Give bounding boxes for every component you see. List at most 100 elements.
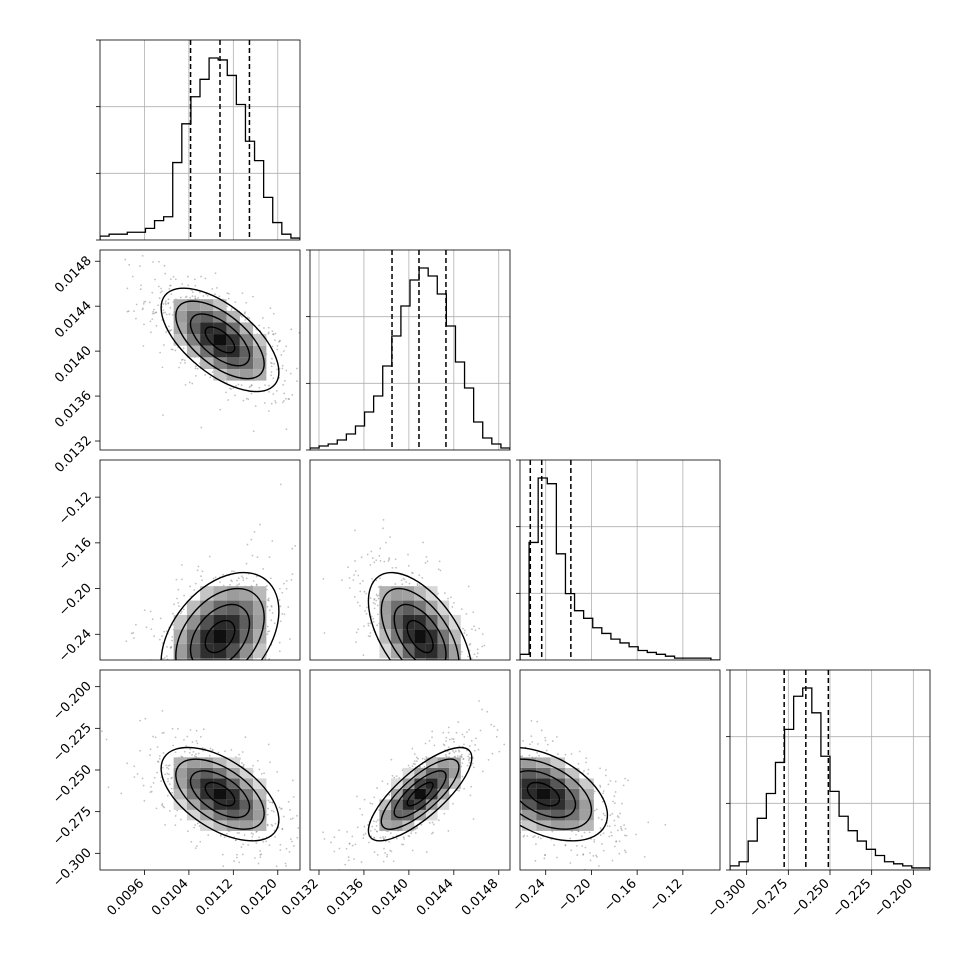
scatter-point: [154, 278, 156, 281]
scatter-point: [486, 778, 488, 780]
scatter-point: [428, 682, 430, 684]
density-cell: [239, 767, 254, 779]
scatter-point: [360, 556, 363, 559]
scatter-point: [428, 739, 431, 742]
contour-line-3: [160, 746, 280, 842]
scatter-point: [271, 362, 273, 365]
scatter-point: [142, 784, 145, 787]
scatter-point: [505, 760, 507, 762]
scatter-point: [612, 800, 614, 803]
scatter-point: [104, 677, 106, 679]
scatter-point: [208, 672, 210, 674]
density-cell: [425, 778, 438, 789]
scatter-point: [486, 778, 488, 780]
scatter-point: [149, 748, 152, 751]
scatter-point: [167, 712, 169, 714]
scatter-point: [195, 753, 197, 756]
scatter-point: [162, 805, 165, 808]
scatter-point: [159, 351, 161, 354]
scatter-point: [287, 606, 290, 608]
contour-line-1: [393, 603, 447, 660]
scatter-point: [291, 840, 293, 843]
scatter-point: [255, 584, 258, 587]
scatter-point: [161, 803, 164, 805]
scatter-point: [191, 741, 194, 743]
scatter-point: [227, 683, 229, 685]
density-cell: [253, 809, 267, 821]
density-cell: [425, 799, 438, 810]
scatter-point: [476, 812, 478, 814]
scatter-point: [101, 764, 103, 766]
scatter-point: [171, 313, 174, 316]
density-cell: [493, 768, 507, 779]
scatter-point: [518, 765, 520, 767]
scatter-point: [486, 791, 488, 793]
scatter-point: [192, 750, 195, 753]
density-cell: [186, 643, 201, 659]
scatter-point: [154, 736, 157, 739]
scatter-point: [362, 833, 365, 836]
scatter-point: [253, 717, 255, 719]
scatter-point: [223, 661, 225, 663]
scatter-point: [281, 401, 284, 404]
hist-step-0: [100, 57, 300, 240]
scatter-point: [268, 384, 270, 387]
scatter-point: [207, 679, 209, 681]
scatter-point: [291, 817, 294, 820]
scatter-point: [462, 679, 464, 681]
scatter-point: [361, 580, 364, 582]
scatter-point: [420, 823, 423, 826]
scatter-point: [481, 770, 484, 773]
scatter-point: [384, 851, 387, 854]
scatter-point: [518, 713, 520, 715]
density-cell: [239, 345, 254, 358]
scatter-point: [276, 345, 279, 347]
scatter-point: [610, 834, 613, 837]
contour-line-0: [406, 781, 434, 807]
scatter-point: [475, 723, 477, 725]
scatter-point: [245, 301, 248, 304]
density-cell: [449, 673, 461, 687]
scatter-point: [467, 674, 469, 676]
scatter-point: [186, 679, 188, 681]
scatter-point: [461, 775, 464, 778]
scatter-point: [178, 366, 180, 369]
x-tick-label: 0.0136: [324, 876, 367, 919]
scatter-point: [468, 733, 470, 735]
scatter-point: [564, 753, 567, 756]
scatter-point: [259, 523, 261, 526]
scatter-point: [623, 849, 626, 852]
scatter-point: [372, 820, 375, 823]
scatter-point: [498, 778, 500, 780]
scatter-point: [384, 836, 387, 838]
scatter-point: [150, 628, 153, 631]
density-cell: [414, 614, 426, 630]
scatter-point: [363, 798, 366, 801]
scatter-point: [416, 827, 419, 829]
contour-line-0: [204, 326, 236, 354]
scatter-point: [511, 738, 513, 740]
scatter-point: [207, 702, 209, 704]
scatter-point: [391, 566, 394, 569]
scatter-point: [265, 584, 268, 587]
scatter-point: [485, 768, 487, 770]
scatter-point: [424, 665, 426, 667]
scatter-point: [258, 836, 261, 839]
scatter-point: [613, 845, 616, 848]
scatter-point: [160, 712, 162, 714]
scatter-point: [395, 775, 398, 778]
density-cell: [186, 788, 201, 800]
scatter-point: [337, 569, 339, 571]
scatter-point: [201, 570, 204, 573]
density-cell: [200, 586, 214, 601]
scatter-point: [259, 856, 262, 858]
x-tick-label: 0.0144: [414, 876, 457, 919]
scatter-point: [254, 405, 257, 408]
scatter-point: [373, 607, 376, 610]
scatter-point: [500, 736, 502, 738]
scatter-point: [481, 757, 483, 759]
scatter-point: [382, 860, 385, 863]
scatter-point: [330, 841, 332, 844]
scatter-point: [425, 851, 428, 853]
scatter-point: [233, 692, 235, 694]
